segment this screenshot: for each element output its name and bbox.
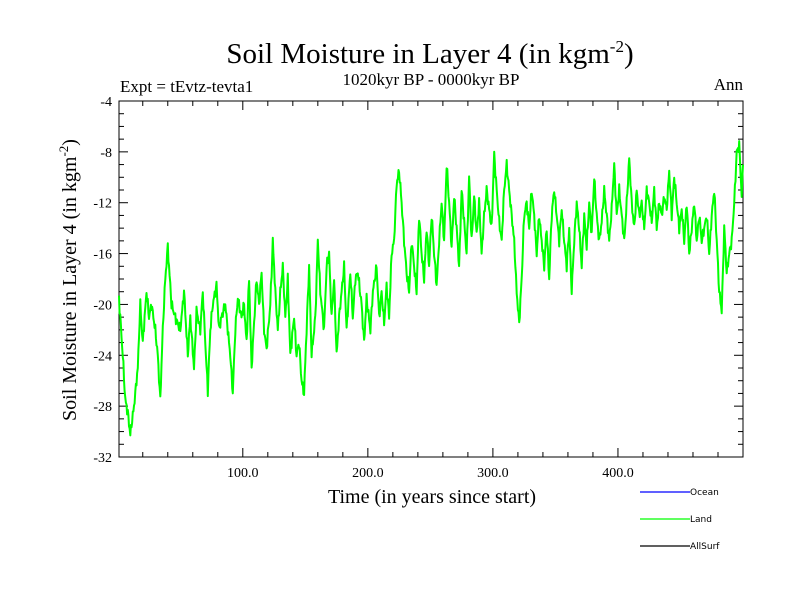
y-tick-label: -8 <box>100 146 112 161</box>
x-tick-label: 400.0 <box>602 466 634 481</box>
legend-label-ocean: Ocean <box>690 488 719 498</box>
y-tick-label: -32 <box>93 451 112 466</box>
legend-label-land: Land <box>690 515 712 525</box>
series-line-land <box>118 140 744 437</box>
legend-label-allsurf: AllSurf <box>690 542 720 552</box>
y-tick-label: -16 <box>93 248 112 263</box>
y-axis-title: Soil Moisture in Layer 4 (in kgm-2) <box>56 139 81 421</box>
y-tick-label: -24 <box>93 349 112 364</box>
series-group <box>118 140 744 437</box>
subtitle-experiment: Expt = tEvtz-tevta1 <box>120 77 253 96</box>
x-axis-title: Time (in years since start) <box>328 486 536 508</box>
subtitle-season: Ann <box>714 75 744 94</box>
y-tick-label: -20 <box>93 298 112 313</box>
y-tick-label: -12 <box>93 197 112 212</box>
x-tick-label: 300.0 <box>477 466 509 481</box>
subtitle-period: 1020kyr BP - 0000kyr BP <box>343 70 520 89</box>
axis-tick-labels: -32 -28 -24 -20 -16 -12 -8 -4 100.0 200.0 300.0 400… <box>93 95 633 481</box>
chart-title: Soil Moisture in Layer 4 (in kgm-2) <box>226 37 633 70</box>
y-tick-label: -28 <box>93 400 112 415</box>
x-tick-label: 200.0 <box>352 466 384 481</box>
axis-ticks <box>119 100 743 458</box>
x-tick-label: 100.0 <box>227 466 259 481</box>
y-tick-label: -4 <box>100 95 112 110</box>
legend: Ocean Land AllSurf <box>640 488 720 552</box>
